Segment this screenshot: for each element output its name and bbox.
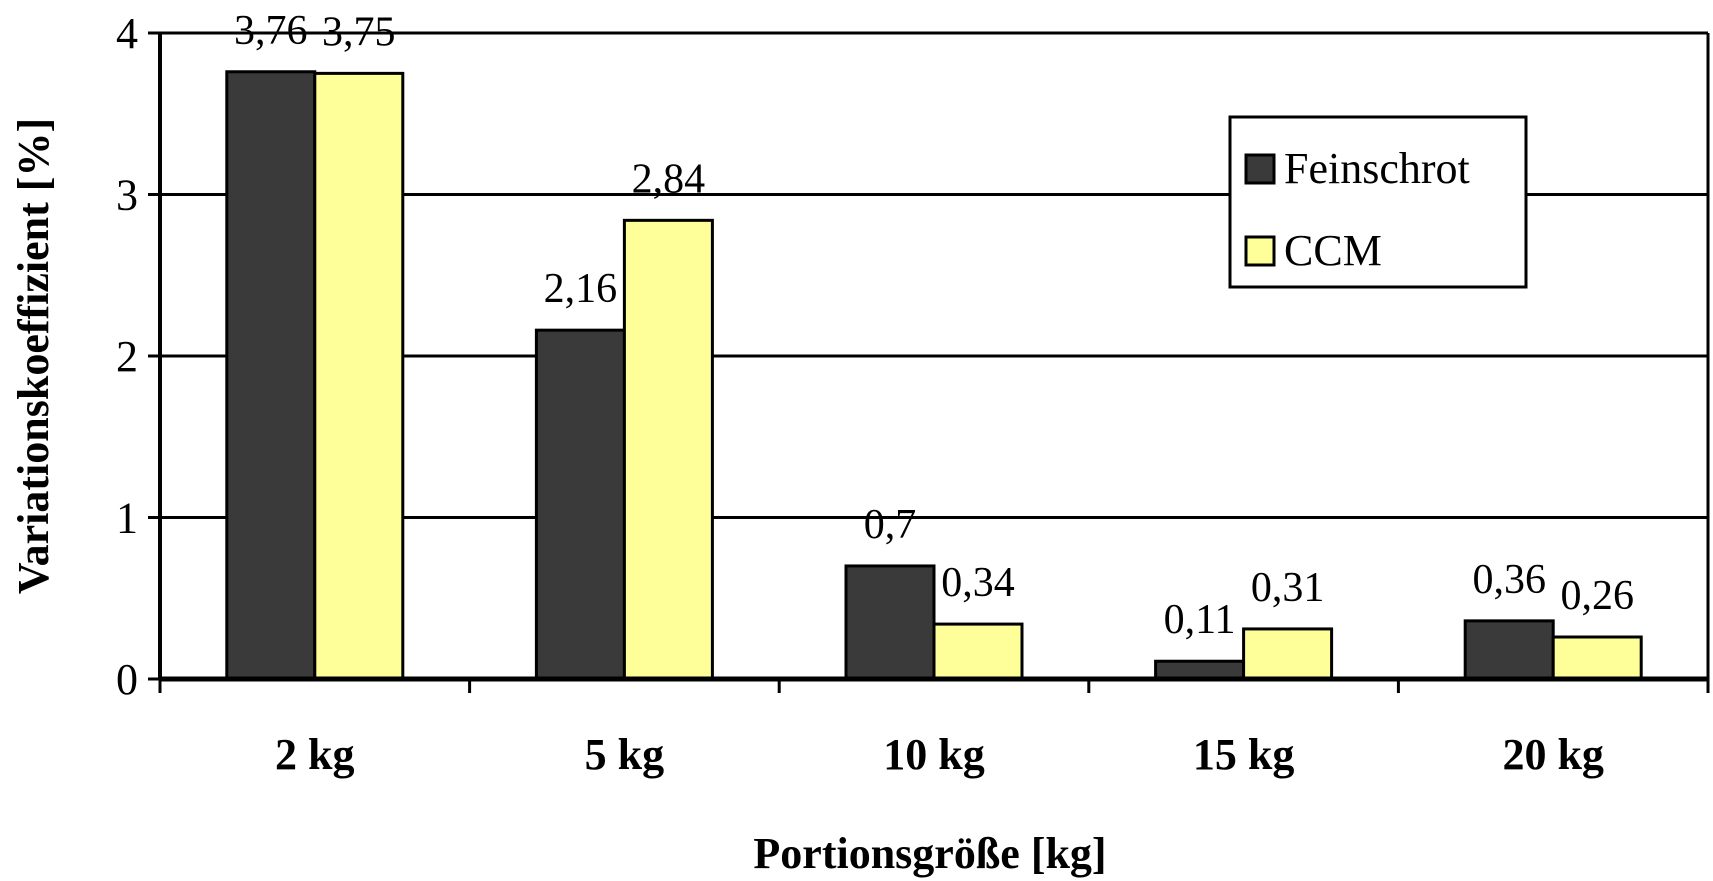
y-tick-label: 1 [116, 494, 138, 543]
legend: Feinschrot CCM [1228, 115, 1528, 289]
bar-feinschrot-2 [844, 564, 936, 681]
data-label-feinschrot: 0,7 [864, 502, 917, 548]
y-tick-label: 3 [116, 171, 138, 220]
bar-ccm-3 [1242, 627, 1334, 681]
legend-swatch-feinschrot [1244, 153, 1276, 185]
x-tick-label: 5 kg [585, 730, 664, 779]
legend-box [1228, 115, 1528, 289]
legend-swatch-ccm [1244, 235, 1276, 267]
bar-feinschrot-1 [534, 328, 626, 681]
x-tick-label: 20 kg [1502, 730, 1603, 779]
bar-ccm-4 [1551, 635, 1643, 681]
data-label-ccm: 0,34 [941, 560, 1015, 606]
bar-feinschrot-0 [225, 70, 317, 681]
data-label-ccm: 3,75 [322, 9, 396, 55]
x-tick-label: 2 kg [275, 730, 354, 779]
data-label-feinschrot: 2,16 [544, 266, 618, 312]
bar-feinschrot-3 [1154, 659, 1246, 681]
data-label-ccm: 2,84 [632, 156, 706, 202]
data-label-feinschrot: 3,76 [234, 8, 308, 54]
data-label-feinschrot: 0,36 [1472, 557, 1546, 603]
bar-ccm-2 [932, 622, 1024, 681]
bar-ccm-0 [313, 71, 405, 681]
tick-labels: 0 1 2 3 4 2 kg 5 kg 10 kg 15 kg 20 kg [116, 9, 1604, 779]
axes [148, 31, 1710, 693]
gridlines [160, 31, 1708, 519]
data-label-ccm: 0,31 [1251, 565, 1325, 611]
legend-label-ccm: CCM [1284, 226, 1382, 275]
x-tick-label: 15 kg [1193, 730, 1294, 779]
x-axis-title: Portionsgröße [kg] [753, 829, 1106, 878]
bar-ccm-1 [622, 218, 714, 681]
y-tick-label: 0 [116, 655, 138, 704]
data-label-ccm: 0,26 [1560, 573, 1634, 619]
y-axis-title: Variationskoeffizient [%] [9, 118, 58, 594]
y-tick-label: 2 [116, 332, 138, 381]
x-tick-label: 10 kg [883, 730, 984, 779]
data-label-feinschrot: 0,11 [1164, 597, 1236, 643]
bar-feinschrot-4 [1463, 619, 1555, 681]
data-labels: 3,76 3,75 2,16 2,84 0,7 0,34 0,11 0,31 0,36 0,26 [234, 8, 1634, 643]
legend-label-feinschrot: Feinschrot [1284, 144, 1470, 193]
y-tick-label: 4 [116, 9, 138, 58]
